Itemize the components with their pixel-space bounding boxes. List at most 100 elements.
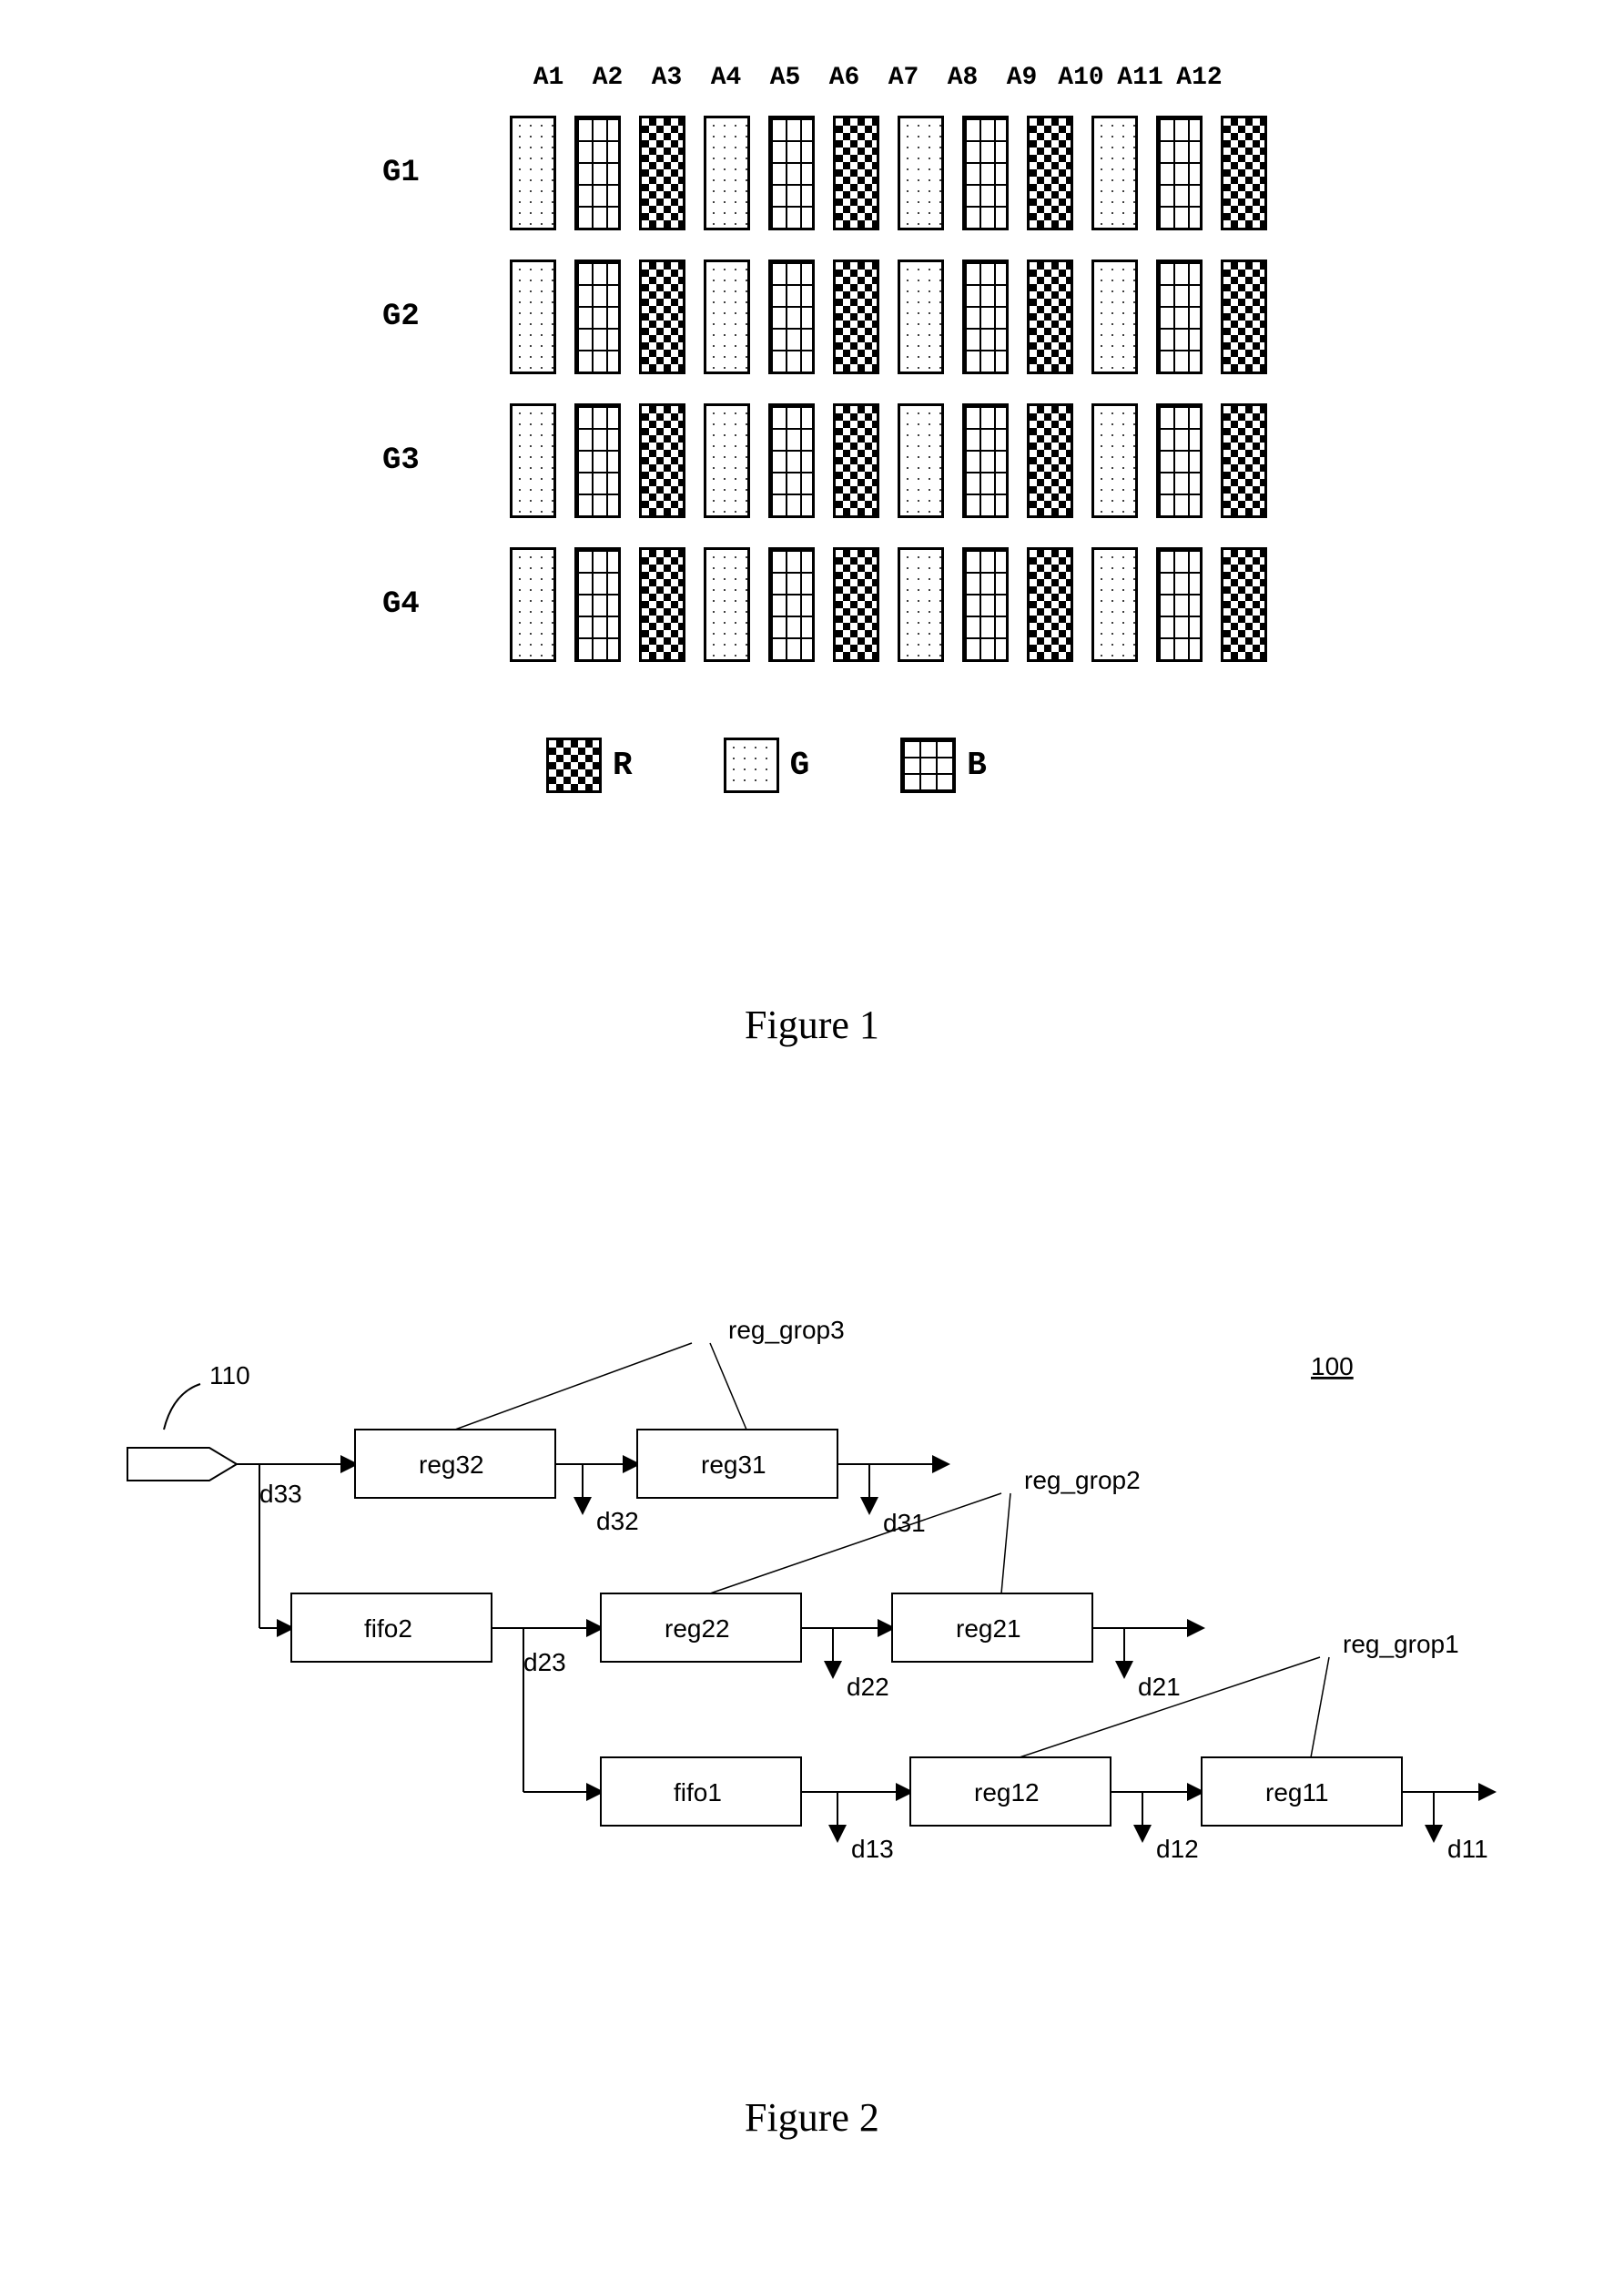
pixel-cell-B (962, 260, 1009, 374)
column-label: A12 (1170, 64, 1229, 92)
pixel-cell-G (1091, 116, 1138, 230)
column-label: A2 (578, 64, 637, 92)
pixel-cell-G (704, 403, 750, 518)
pixel-row: G4 (382, 550, 1267, 659)
legend-item: G (724, 738, 810, 793)
column-label: A11 (1111, 64, 1170, 92)
figure-2: 100 110 d33 reg32 d32 reg31 d31 reg_grop… (91, 1320, 1533, 2031)
pixel-cell-R (1027, 116, 1073, 230)
pixel-cell-R (833, 116, 879, 230)
column-labels: A1A2A3A4A5A6A7A8A9A10A11A12 (519, 64, 1229, 92)
pixel-cell-R (833, 547, 879, 662)
pixel-cell-R (639, 547, 685, 662)
label-reg11: reg11 (1265, 1778, 1329, 1807)
pixel-cell-R (833, 403, 879, 518)
legend-item: R (546, 738, 633, 793)
pixel-cell-B (1156, 547, 1203, 662)
pixel-cell-R (639, 260, 685, 374)
label-reg22: reg22 (665, 1614, 730, 1643)
pixel-cell-B (1156, 403, 1203, 518)
pixel-cell-G (1091, 547, 1138, 662)
legend-item: B (900, 738, 987, 793)
pixel-cell-B (1156, 260, 1203, 374)
column-label: A9 (992, 64, 1051, 92)
label-fifo1: fifo1 (674, 1778, 722, 1807)
pixel-cell-G (704, 260, 750, 374)
pixel-cell-G (898, 547, 944, 662)
label-fifo2: fifo2 (364, 1614, 412, 1643)
pixel-cell-B (768, 260, 815, 374)
label-reg32: reg32 (419, 1450, 484, 1479)
pixel-cell-G (510, 260, 556, 374)
pixel-cell-B (574, 260, 621, 374)
signal-d21: d21 (1138, 1673, 1181, 1701)
legend-swatch (724, 738, 779, 793)
pixel-cell-R (1221, 403, 1267, 518)
pixel-cell-B (574, 547, 621, 662)
column-label: A8 (933, 64, 992, 92)
pixel-cell-B (768, 116, 815, 230)
pixel-cell-R (1027, 547, 1073, 662)
pixel-cell-R (833, 260, 879, 374)
figure-2-caption: Figure 2 (0, 2094, 1624, 2141)
row-label: G3 (382, 443, 492, 478)
pixel-cell-R (1221, 260, 1267, 374)
pixel-cell-R (1221, 547, 1267, 662)
signal-d12: d12 (1156, 1835, 1199, 1863)
signal-d31: d31 (883, 1509, 926, 1537)
signal-d23: d23 (523, 1648, 566, 1676)
pixel-grid: G1 G2 G3 G4 (382, 118, 1267, 659)
legend-label: R (613, 747, 633, 784)
pixel-cell-G (704, 547, 750, 662)
pixel-cell-G (1091, 260, 1138, 374)
pixel-cell-G (898, 403, 944, 518)
row-label: G4 (382, 587, 492, 622)
signal-d32: d32 (596, 1507, 639, 1535)
pixel-cell-B (574, 403, 621, 518)
column-label: A6 (815, 64, 874, 92)
pixel-cell-G (510, 403, 556, 518)
column-label: A10 (1051, 64, 1111, 92)
legend-label: B (967, 747, 987, 784)
pixel-cell-B (1156, 116, 1203, 230)
figure-1-caption: Figure 1 (0, 1002, 1624, 1048)
label-reg12: reg12 (974, 1778, 1040, 1807)
pixel-cell-G (898, 116, 944, 230)
pixel-cell-G (1091, 403, 1138, 518)
pixel-cell-B (962, 116, 1009, 230)
pixel-cell-G (510, 116, 556, 230)
pixel-cell-G (510, 547, 556, 662)
pixel-row: G2 (382, 262, 1267, 372)
pixel-cell-B (768, 403, 815, 518)
group-label-2: reg_grop2 (1024, 1466, 1141, 1494)
column-label: A1 (519, 64, 578, 92)
column-label: A3 (637, 64, 696, 92)
pixel-cell-R (1027, 403, 1073, 518)
pixel-cell-B (768, 547, 815, 662)
label-reg21: reg21 (956, 1614, 1021, 1643)
signal-d11: d11 (1447, 1835, 1488, 1863)
signal-d33: d33 (259, 1480, 302, 1508)
pixel-row: G3 (382, 406, 1267, 515)
column-label: A7 (874, 64, 933, 92)
input-shape (127, 1448, 237, 1481)
ref-num-100: 100 (1311, 1352, 1354, 1380)
pixel-cell-R (1027, 260, 1073, 374)
column-label: A4 (696, 64, 756, 92)
signal-d13: d13 (851, 1835, 894, 1863)
pixel-cell-B (574, 116, 621, 230)
legend-swatch (546, 738, 602, 793)
row-label: G2 (382, 300, 492, 334)
pixel-cell-G (898, 260, 944, 374)
legend-swatch (900, 738, 956, 793)
group-label-1: reg_grop1 (1343, 1630, 1459, 1658)
pixel-cell-R (639, 403, 685, 518)
label-reg31: reg31 (701, 1450, 766, 1479)
group-label-3: reg_grop3 (728, 1320, 845, 1344)
legend: RGB (546, 738, 987, 793)
pixel-cell-B (962, 403, 1009, 518)
pixel-cell-G (704, 116, 750, 230)
row-label: G1 (382, 156, 492, 190)
pixel-cell-R (1221, 116, 1267, 230)
column-label: A5 (756, 64, 815, 92)
